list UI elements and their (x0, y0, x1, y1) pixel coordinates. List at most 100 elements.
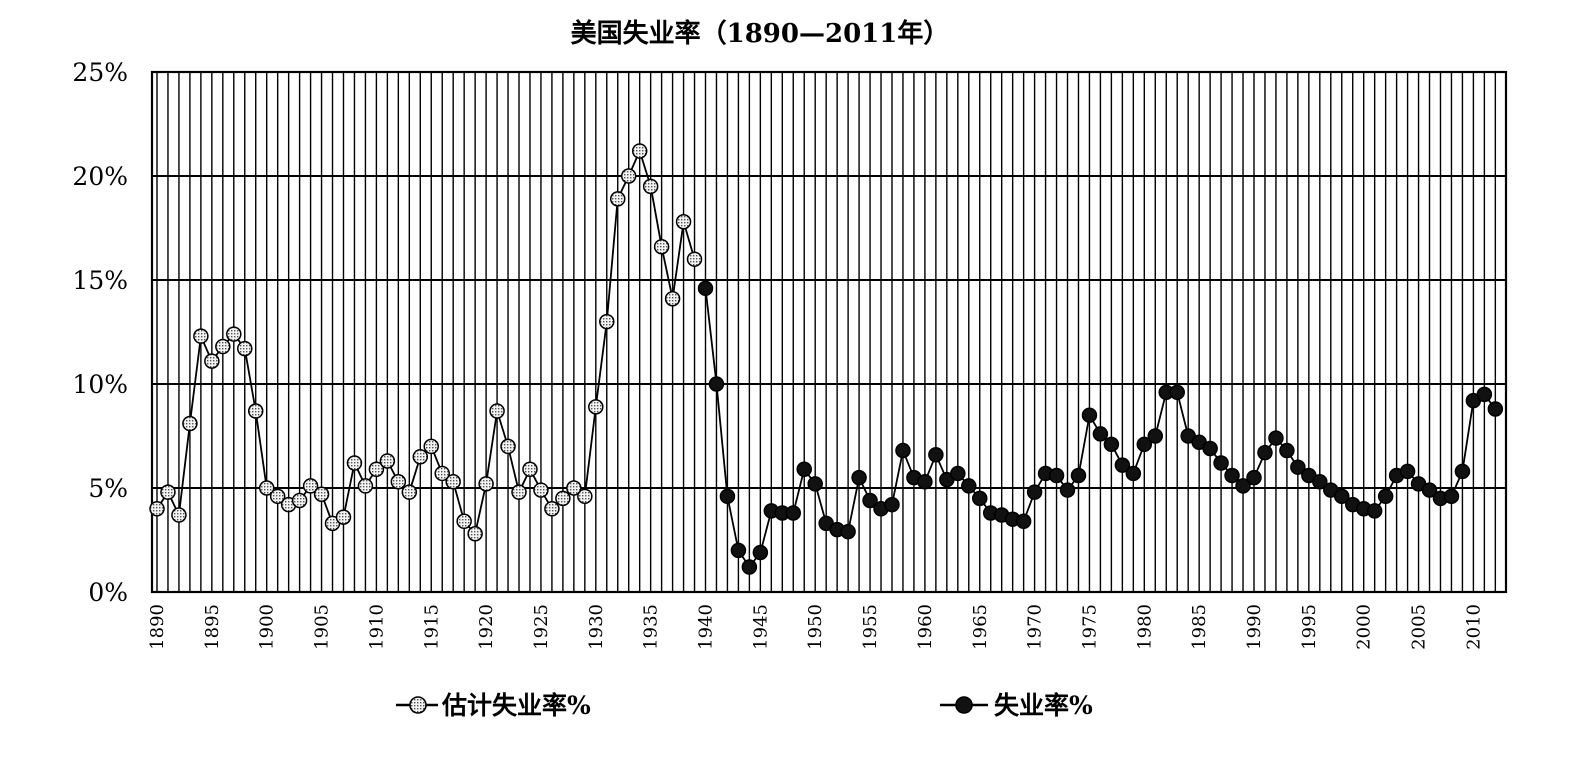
data-point (961, 478, 977, 494)
x-tick-label: 1970 (1025, 604, 1046, 650)
data-point (577, 488, 593, 505)
x-tick-label: 1995 (1299, 604, 1320, 650)
data-point (258, 480, 275, 496)
x-tick-label: 1925 (531, 604, 552, 650)
data-point (1235, 478, 1251, 494)
data-point (588, 399, 604, 415)
data-point (1224, 467, 1240, 484)
data-point (1421, 482, 1438, 498)
data-point (171, 507, 187, 523)
x-tick-label: 1955 (860, 604, 881, 650)
data-point (357, 478, 374, 494)
data-point (423, 438, 439, 455)
data-point (368, 461, 385, 478)
data-point (642, 178, 659, 195)
x-tick-label: 1950 (805, 604, 826, 650)
data-point (653, 238, 670, 255)
y-tick-label: 10% (72, 370, 128, 399)
data-point (1026, 484, 1043, 500)
x-tick-label: 1975 (1079, 604, 1100, 650)
x-tick-label: 2000 (1354, 604, 1375, 650)
data-point (434, 465, 450, 482)
legend-marker-estimated (409, 696, 427, 714)
data-point (215, 338, 231, 355)
data-point (719, 488, 736, 505)
data-point (478, 476, 494, 492)
data-point (544, 501, 560, 517)
data-point (379, 453, 396, 469)
x-tick-label: 1920 (476, 604, 497, 650)
y-tick-label: 20% (72, 162, 128, 191)
data-point (511, 484, 527, 500)
data-point (555, 490, 571, 507)
data-point (1103, 436, 1120, 453)
data-point (1476, 386, 1493, 403)
x-tick-label: 2005 (1409, 604, 1430, 650)
data-point (182, 415, 198, 432)
data-point (1290, 459, 1306, 475)
data-point (1377, 488, 1394, 505)
data-point (917, 474, 933, 490)
data-point (445, 474, 461, 490)
grid (150, 70, 1508, 594)
x-tick-label: 1895 (202, 604, 223, 650)
data-point (1454, 463, 1471, 480)
data-point (1070, 467, 1087, 484)
data-point (291, 492, 308, 509)
data-point (149, 501, 165, 517)
data-point (895, 442, 911, 459)
chart-title: 美国失业率（1890—2011年） (571, 18, 950, 49)
series-1 (697, 280, 1504, 575)
y-tick-label: 0% (88, 578, 128, 607)
x-tick-label: 1890 (147, 604, 168, 650)
data-point (741, 559, 758, 575)
data-point (313, 486, 330, 502)
data-point (609, 191, 626, 207)
data-point (1257, 444, 1273, 461)
data-point (566, 480, 582, 496)
x-tick-label: 1905 (312, 604, 333, 650)
data-point (335, 509, 352, 525)
legend: 估计失业率% 失业率% (396, 691, 1093, 720)
data-point (412, 449, 429, 465)
data-point (1213, 455, 1229, 471)
x-tick-label: 1990 (1244, 604, 1265, 650)
data-point (456, 513, 472, 530)
legend-item-actual: 失业率% (940, 691, 1093, 720)
data-point (1015, 513, 1032, 530)
y-tick-label: 15% (72, 266, 128, 295)
x-tick-label: 1965 (970, 604, 991, 650)
data-point (785, 505, 802, 521)
data-point (401, 484, 418, 500)
data-point (489, 403, 505, 419)
data-point (1399, 463, 1416, 480)
data-point (1487, 401, 1504, 417)
data-point (193, 328, 209, 344)
legend-label-estimated: 估计失业率% (441, 691, 591, 720)
data-point (840, 523, 856, 540)
x-tick-label: 1910 (366, 604, 387, 650)
data-point (500, 438, 516, 455)
data-point (269, 488, 286, 505)
data-point (752, 544, 769, 561)
data-point (390, 474, 407, 490)
y-axis-ticks: 0% 5% 10% 15% 20% 25% (72, 58, 128, 607)
data-point (851, 469, 867, 486)
data-point (664, 290, 681, 307)
data-point (1202, 440, 1218, 457)
data-point (1081, 407, 1098, 423)
data-point (237, 340, 253, 357)
data-point (631, 143, 648, 159)
data-point (204, 353, 220, 369)
data-point (620, 168, 637, 184)
data-point (1366, 503, 1383, 519)
data-point (522, 461, 538, 478)
data-point (1443, 488, 1460, 505)
x-tick-label: 1980 (1134, 604, 1155, 650)
x-tick-label: 2010 (1463, 604, 1484, 650)
data-point (807, 476, 823, 492)
data-point (1092, 426, 1109, 442)
data-point (1268, 430, 1284, 446)
data-point (467, 526, 483, 542)
data-point (533, 482, 549, 498)
